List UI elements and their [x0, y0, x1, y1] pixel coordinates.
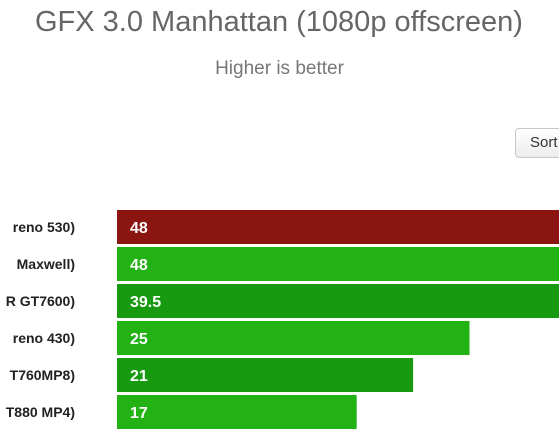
value-label-4: 21	[130, 368, 148, 385]
bar-2	[117, 284, 559, 318]
sort-button[interactable]: Sort	[515, 128, 559, 158]
chart-subtitle: Higher is better	[215, 58, 344, 79]
chart-title: GFX 3.0 Manhattan (1080p offscreen)	[35, 6, 523, 38]
value-label-5: 17	[130, 405, 148, 422]
bar-0	[117, 210, 559, 244]
category-label-2: R GT7600)	[6, 293, 75, 309]
bar-4	[117, 358, 414, 392]
category-label-0: reno 530)	[13, 219, 75, 235]
bar-1	[117, 247, 559, 281]
value-label-3: 25	[130, 331, 148, 348]
bar-5	[117, 395, 357, 429]
category-label-4: T760MP8)	[10, 367, 75, 383]
value-label-2: 39.5	[130, 294, 161, 311]
value-label-0: 48	[130, 220, 148, 237]
value-label-1: 48	[130, 257, 148, 274]
category-label-3: reno 430)	[13, 330, 75, 346]
category-label-5: T880 MP4)	[6, 404, 75, 420]
bar-3	[117, 321, 470, 355]
category-label-1: Maxwell)	[17, 256, 75, 272]
